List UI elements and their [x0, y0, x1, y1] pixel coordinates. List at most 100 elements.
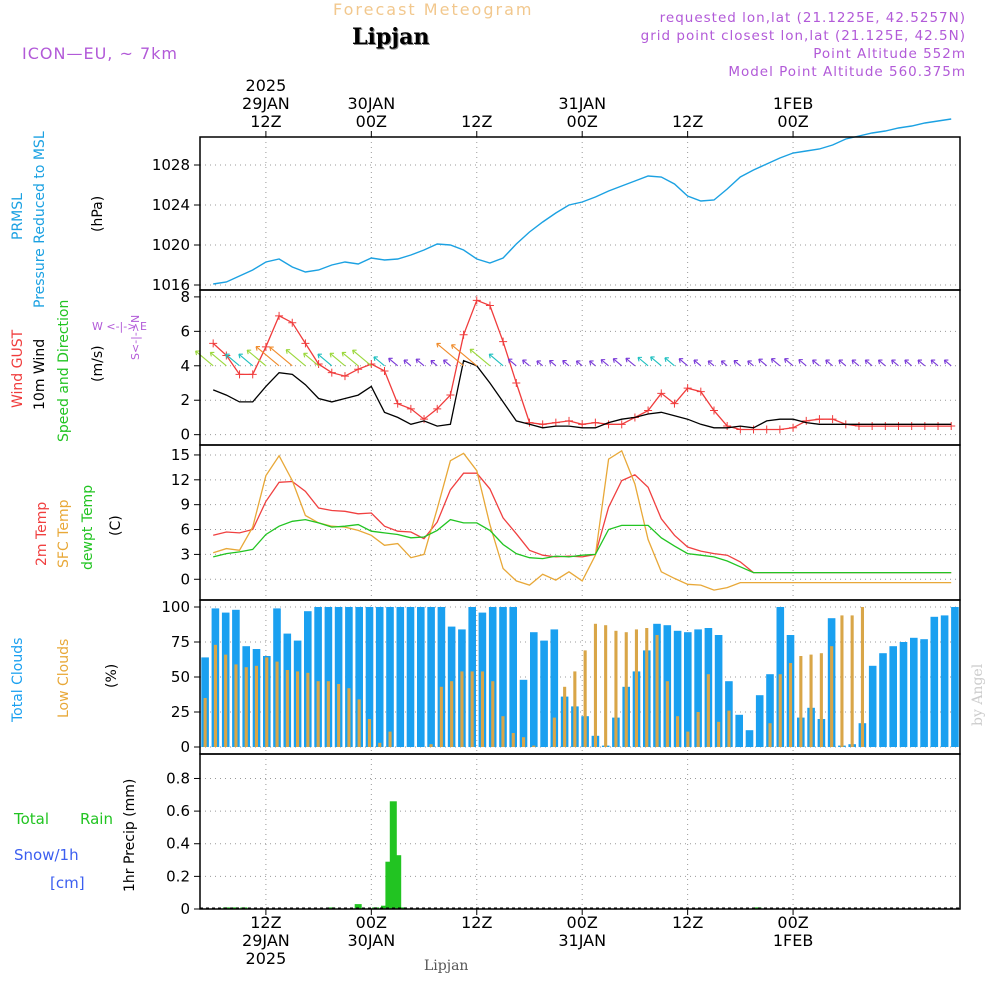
panel-frame	[199, 444, 961, 601]
wind-arrow	[522, 359, 530, 367]
wind-arrow-head	[612, 358, 618, 363]
low-cloud-bar	[337, 684, 341, 747]
low-cloud-bar	[450, 681, 454, 747]
wind-arrow-head	[238, 353, 243, 359]
total-cloud-bar	[684, 632, 692, 747]
wind-arrow-head	[415, 358, 421, 364]
rain-bar	[328, 907, 336, 909]
total-cloud-bar	[766, 674, 774, 747]
low-cloud-bar	[224, 654, 228, 747]
wind-arrow	[341, 352, 359, 367]
time-tick-line: 31JAN	[558, 931, 607, 950]
total-cloud-bar	[386, 607, 394, 747]
low-cloud-bar	[634, 629, 638, 747]
wind-arrow	[891, 359, 899, 367]
total-clouds-label: Total Clouds	[10, 637, 26, 722]
gust-marker	[591, 418, 600, 427]
total-cloud-bar	[745, 730, 754, 747]
wind-arrow-head	[917, 359, 923, 365]
y-tick-label: 75	[171, 633, 190, 651]
gust-marker	[696, 387, 705, 396]
footer-location: Lipjan	[424, 958, 469, 974]
low-cloud-bar	[840, 615, 844, 747]
time-tick-label: 12Z	[437, 113, 517, 131]
low-cloud-bar	[809, 654, 813, 747]
credit-watermark: by Angel	[970, 663, 986, 726]
time-tick-label: 00Z 1FEB	[753, 914, 833, 950]
total-cloud-bar	[345, 607, 353, 747]
low-cloud-bar	[789, 663, 793, 747]
wind-arrow	[838, 359, 847, 367]
total-cloud-bar	[755, 695, 764, 747]
gust-marker	[354, 365, 363, 374]
wind-arrow	[944, 359, 952, 367]
y-tick-label: 0.2	[166, 867, 190, 885]
total-cloud-bar	[314, 607, 322, 747]
y-tick-label: 0.4	[166, 835, 190, 853]
low-cloud-bar	[614, 630, 618, 747]
wind-arrow	[664, 357, 675, 367]
wind-arrow	[733, 360, 741, 367]
wind-arrow-head	[891, 359, 896, 365]
gridpoint-coords: grid point closest lon,lat (21.125E, 42.…	[640, 28, 966, 44]
time-tick-line: 00Z	[355, 913, 387, 932]
pressure-label-2: Pressure Reduced to MSL	[32, 131, 48, 308]
sfc-temp-label: SFC Temp	[56, 499, 72, 568]
wind-arrow	[549, 360, 557, 367]
gust-marker	[485, 301, 494, 310]
time-tick-label: 12Z	[648, 113, 728, 131]
low-cloud-bar	[717, 721, 721, 747]
wind-arrow-head	[664, 357, 669, 362]
wind-arrow	[443, 359, 451, 367]
wind-arrow-head	[352, 349, 357, 355]
wind-arrow-head	[469, 348, 475, 354]
wind-arrow	[536, 360, 544, 367]
subtitle: Forecast Meteogram	[333, 0, 534, 19]
temp-unit: (C)	[108, 515, 124, 536]
low-cloud-bar	[244, 667, 248, 747]
t2m-label: 2m Temp	[34, 501, 50, 566]
y-tick-label: 25	[171, 703, 190, 721]
gust-marker	[275, 311, 284, 320]
low-cloud-bar	[522, 737, 526, 747]
low-cloud-bar	[799, 656, 803, 747]
low-cloud-bar	[275, 661, 279, 747]
wind-arrow-head	[403, 359, 409, 365]
wind-arrow	[285, 349, 306, 367]
wind-arrow	[904, 359, 913, 367]
wind-unit: (m/s)	[90, 345, 106, 382]
gust-marker	[881, 422, 890, 431]
time-tick-label: 1FEB 00Z	[753, 95, 833, 131]
time-tick-label: 12Z	[648, 914, 728, 932]
wind-arrow	[317, 353, 333, 367]
wind-arrow-head	[825, 359, 830, 365]
y-tick-label: 100	[161, 598, 190, 616]
y-tick-label: 8	[180, 288, 190, 306]
wind-arrow	[678, 358, 688, 367]
model-label: ICON—EU, ~ 7km	[22, 44, 178, 63]
low-cloud-bar	[296, 671, 300, 747]
wind-arrow-head	[904, 359, 909, 365]
gust-marker	[512, 379, 521, 387]
wind-arrow	[415, 358, 425, 367]
gust-marker	[934, 422, 943, 431]
y-tick-label: 0.6	[166, 802, 190, 820]
series-layer	[195, 118, 960, 909]
wind-arrow-head	[838, 359, 843, 365]
y-tick-label: 9	[180, 496, 190, 514]
wind-arrow	[352, 349, 372, 367]
low-cloud-bar	[593, 623, 597, 747]
wind-arrow-head	[747, 360, 752, 366]
y-tick-label: 0	[180, 570, 190, 588]
dewpt-line	[213, 518, 952, 574]
gust-marker	[907, 422, 916, 431]
low-cloud-bar	[439, 686, 443, 747]
y-tick-label: 0.8	[166, 769, 190, 787]
low-cloud-bar	[706, 674, 710, 747]
wind-arrow	[600, 359, 609, 367]
wind-arrow-head	[650, 356, 655, 362]
y-tick-label: 50	[171, 668, 190, 686]
time-tick-label: 12Z	[437, 914, 517, 932]
pressure-label-1: PRMSL	[10, 193, 26, 240]
low-cloud-bar	[624, 632, 628, 747]
